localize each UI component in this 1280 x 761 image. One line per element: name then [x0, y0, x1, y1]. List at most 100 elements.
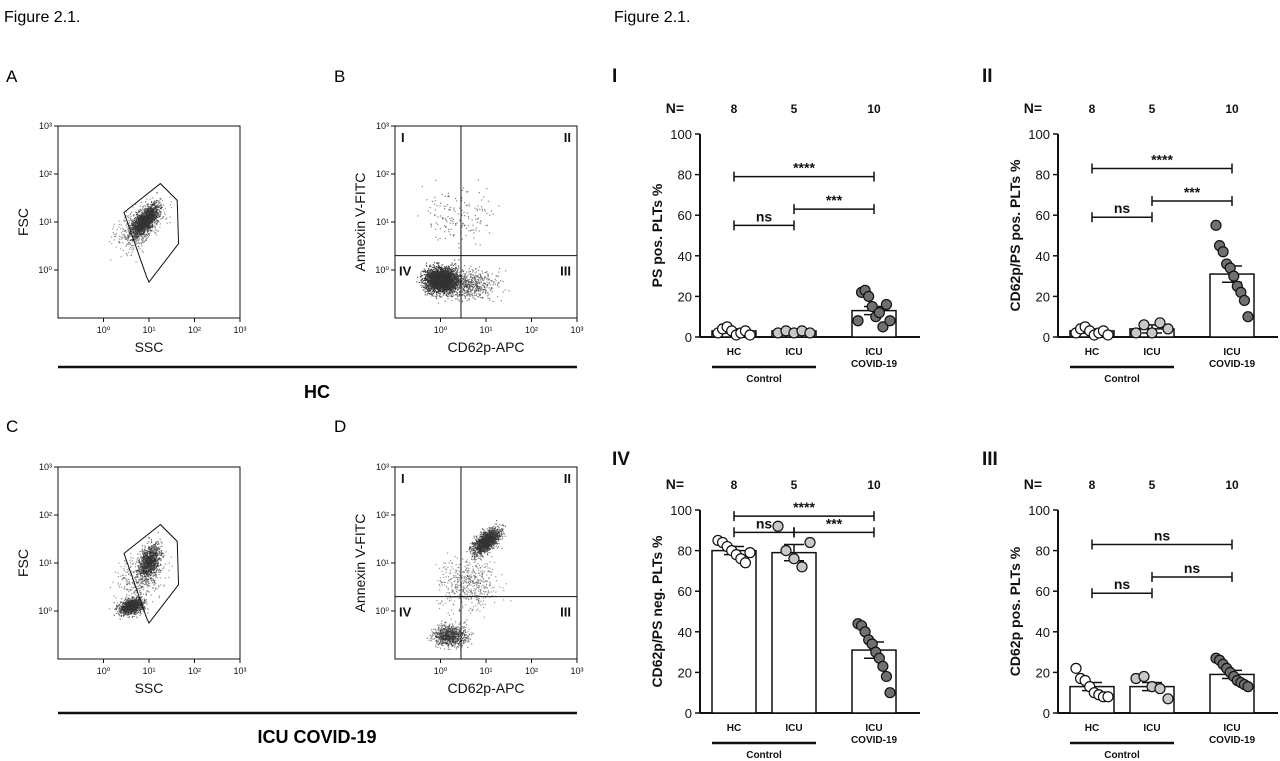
event-dot	[468, 205, 470, 207]
event-dot	[148, 206, 150, 208]
event-dot	[148, 227, 150, 229]
event-dot	[471, 290, 473, 292]
event-dot	[475, 218, 477, 220]
event-dot	[474, 214, 476, 216]
event-dot	[132, 238, 134, 241]
event-dot	[137, 240, 139, 242]
event-dot	[486, 212, 488, 215]
event-dot	[139, 228, 141, 230]
event-dot	[445, 274, 448, 276]
event-dot	[138, 211, 140, 213]
event-dot	[139, 230, 141, 232]
event-dot	[124, 229, 126, 231]
event-dot	[144, 205, 146, 207]
event-dot	[455, 264, 457, 267]
event-dot	[456, 273, 458, 275]
event-dot	[144, 219, 146, 221]
event-dot	[470, 279, 473, 281]
event-dot	[151, 212, 153, 214]
event-dot	[422, 289, 424, 291]
event-dot	[427, 272, 429, 274]
event-dot	[134, 241, 136, 243]
event-dot	[426, 294, 428, 296]
event-dot	[427, 271, 429, 273]
event-dot	[468, 278, 471, 280]
event-dot	[132, 226, 134, 228]
quadrant-label-iv: IV	[399, 264, 412, 279]
event-dot	[446, 271, 448, 273]
event-dot	[124, 236, 126, 238]
event-dot	[137, 232, 139, 234]
event-dot	[443, 274, 445, 276]
event-dot	[150, 222, 152, 224]
event-dot	[157, 206, 159, 208]
event-dot	[151, 227, 153, 229]
event-dot	[427, 285, 429, 288]
event-dot	[142, 213, 144, 215]
event-dot	[462, 283, 464, 286]
event-dot	[441, 283, 443, 285]
event-dot	[448, 231, 450, 233]
event-dot	[447, 274, 449, 276]
event-dot	[438, 292, 440, 295]
event-dot	[485, 284, 487, 286]
event-dot	[137, 216, 139, 218]
event-dot	[429, 288, 431, 290]
event-dot	[453, 270, 455, 273]
event-dot	[464, 202, 466, 204]
event-dot	[429, 276, 432, 278]
event-dot	[138, 239, 140, 241]
event-dot	[417, 215, 419, 217]
event-dot	[450, 264, 452, 266]
event-dot	[142, 234, 144, 236]
event-dot	[153, 225, 155, 227]
event-dot	[445, 218, 447, 220]
event-dot	[142, 238, 144, 240]
event-dot	[454, 274, 456, 276]
event-dot	[120, 256, 122, 258]
event-dot	[475, 294, 477, 297]
event-dot	[432, 293, 434, 295]
event-dot	[135, 240, 137, 242]
event-dot	[456, 272, 458, 274]
event-dot	[435, 282, 437, 284]
event-dot	[444, 300, 446, 302]
event-dot	[133, 215, 135, 217]
event-dot	[135, 217, 137, 219]
event-dot	[438, 271, 440, 273]
event-dot	[429, 290, 431, 293]
event-dot	[467, 225, 469, 227]
event-dot	[458, 247, 460, 249]
event-dot	[431, 278, 433, 280]
event-dot	[431, 200, 434, 202]
event-dot	[156, 216, 158, 218]
event-dot	[134, 236, 136, 238]
event-dot	[432, 266, 434, 268]
event-dot	[153, 217, 155, 219]
event-dot	[466, 291, 468, 293]
event-dot	[449, 293, 452, 295]
event-dot	[123, 220, 125, 222]
event-dot	[477, 205, 479, 207]
event-dot	[162, 204, 165, 206]
event-dot	[470, 273, 473, 275]
event-dot	[441, 291, 444, 293]
event-dot	[456, 200, 458, 202]
event-dot	[147, 210, 149, 212]
event-dot	[151, 214, 153, 217]
event-dot	[472, 296, 474, 298]
event-dot	[474, 280, 476, 282]
event-dot	[136, 222, 138, 224]
event-dot	[436, 262, 438, 264]
event-dot	[149, 211, 151, 213]
event-dot	[121, 234, 123, 236]
event-dot	[445, 283, 447, 285]
event-dot	[145, 223, 147, 225]
event-dot	[153, 210, 155, 212]
event-dot	[430, 266, 432, 268]
event-dot	[428, 288, 430, 290]
event-dot	[131, 249, 133, 251]
event-dot	[429, 284, 431, 286]
event-dot	[153, 207, 155, 209]
